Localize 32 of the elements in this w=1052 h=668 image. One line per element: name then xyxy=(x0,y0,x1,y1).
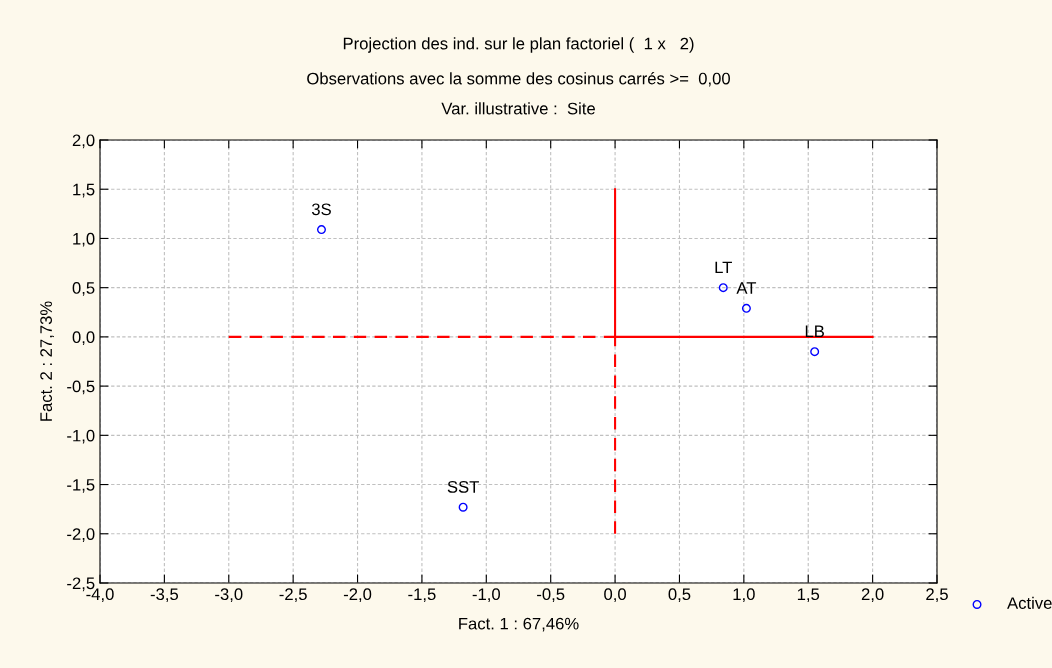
y-tick-label: 0,0 xyxy=(72,331,95,346)
legend-label: Active xyxy=(1007,596,1052,610)
x-tick-label: 0,5 xyxy=(668,588,691,603)
annotation: 3S xyxy=(311,203,331,216)
y-tick-label: 1,5 xyxy=(73,183,95,198)
x-tick-label: -2,0 xyxy=(343,588,372,603)
x-tick-label: -1,0 xyxy=(472,588,501,603)
y-tick-label: -1,0 xyxy=(67,429,95,444)
x-tick-label: -3,0 xyxy=(215,588,243,603)
y-axis-title: Fact. 2 : 27,73% xyxy=(40,301,54,421)
y-tick-label: -1,5 xyxy=(67,479,95,493)
chart-title: Projection des ind. sur le plan factoriel ( 1 x 2) xyxy=(343,37,694,53)
x-tick-label: 0,0 xyxy=(604,588,627,603)
y-tick-label: 2,0 xyxy=(72,134,95,149)
y-tick-label: 1,0 xyxy=(73,232,95,247)
annotation: LT xyxy=(715,261,732,274)
annotation: LB xyxy=(805,325,824,338)
x-axis-title: Fact. 1 : 67,46% xyxy=(459,617,579,632)
x-tick-label: -0,5 xyxy=(537,588,565,603)
annotation: SST xyxy=(447,480,479,493)
y-tick-label: -0,5 xyxy=(67,380,95,395)
annotation: AT xyxy=(736,282,757,294)
x-tick-label: -2,5 xyxy=(279,588,307,603)
y-tick-label: -2,0 xyxy=(67,528,95,542)
x-tick-label: -1,5 xyxy=(408,588,436,603)
y-tick-label: 0,5 xyxy=(72,282,95,296)
x-tick-label: -3,5 xyxy=(150,588,179,603)
chart-subtitle: Observations avec la somme des cosinus carrés >= 0,00 Var. illustrative : Site xyxy=(307,72,730,115)
x-tick-label: 2,0 xyxy=(861,588,884,603)
x-tick-label: 1,0 xyxy=(733,588,755,603)
x-tick-label: 2,5 xyxy=(926,588,948,603)
x-tick-label: 1,5 xyxy=(797,588,820,603)
